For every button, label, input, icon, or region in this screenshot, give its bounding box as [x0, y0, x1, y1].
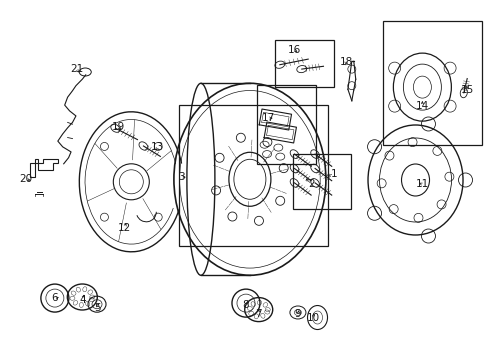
Text: 7: 7 — [255, 309, 262, 319]
Ellipse shape — [187, 83, 215, 275]
Text: 5: 5 — [94, 303, 100, 313]
Bar — [293, 154, 351, 209]
Text: 2: 2 — [308, 179, 315, 189]
Text: 18: 18 — [339, 57, 353, 67]
Text: 13: 13 — [151, 142, 165, 152]
Text: 9: 9 — [294, 309, 301, 319]
Text: 15: 15 — [461, 85, 474, 95]
Text: 1: 1 — [331, 168, 338, 179]
Text: 14: 14 — [416, 101, 429, 111]
Text: 12: 12 — [118, 222, 131, 233]
Bar — [383, 21, 482, 145]
Text: 11: 11 — [416, 179, 429, 189]
Text: 17: 17 — [262, 113, 275, 123]
Text: 10: 10 — [307, 312, 320, 323]
Bar — [257, 85, 316, 164]
Text: 6: 6 — [51, 293, 58, 303]
Text: 21: 21 — [70, 64, 83, 74]
Text: 3: 3 — [178, 172, 185, 182]
Bar — [275, 40, 334, 87]
Text: 19: 19 — [112, 122, 125, 132]
Text: 20: 20 — [19, 174, 32, 184]
Text: 16: 16 — [287, 45, 301, 55]
Bar — [179, 105, 328, 246]
Text: 8: 8 — [243, 300, 249, 310]
Text: 4: 4 — [79, 294, 86, 305]
